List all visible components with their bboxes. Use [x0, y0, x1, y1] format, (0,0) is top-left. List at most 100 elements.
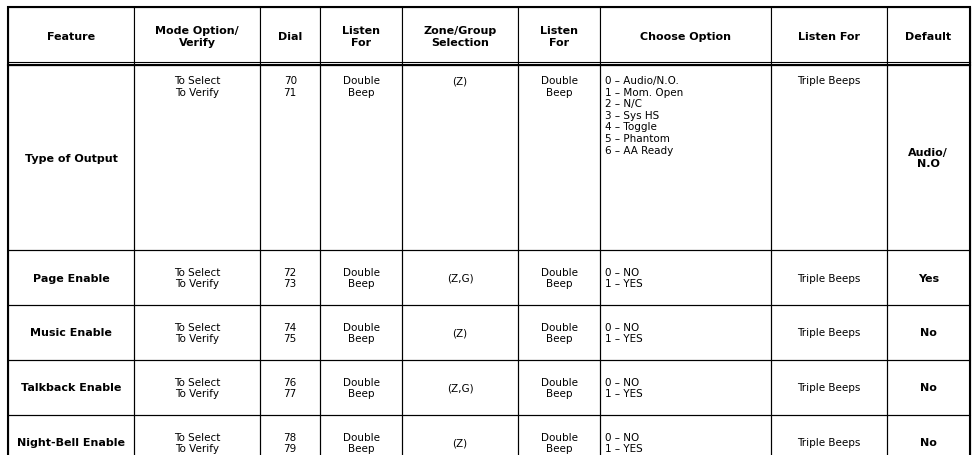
Bar	[134, 250, 260, 305]
Bar	[771, 66, 886, 250]
Bar	[771, 415, 886, 455]
Text: Listen For: Listen For	[797, 32, 859, 42]
Bar	[8, 415, 134, 455]
Text: Triple Beeps: Triple Beeps	[796, 273, 860, 283]
Text: (Z): (Z)	[452, 76, 467, 86]
Bar	[600, 360, 771, 415]
Bar	[600, 8, 771, 66]
Text: Page Enable: Page Enable	[32, 273, 109, 283]
Text: Mode Option/
Verify: Mode Option/ Verify	[155, 26, 238, 48]
Text: To Select
To Verify: To Select To Verify	[174, 267, 220, 288]
Bar	[319, 360, 402, 415]
Bar	[518, 360, 600, 415]
Bar	[134, 415, 260, 455]
Text: Listen
For: Listen For	[342, 26, 380, 48]
Text: Type of Output: Type of Output	[24, 153, 117, 163]
Text: Dial: Dial	[277, 32, 302, 42]
Text: Triple Beeps: Triple Beeps	[796, 383, 860, 393]
Text: Double
Beep: Double Beep	[342, 432, 379, 453]
Text: 0 – NO
1 – YES: 0 – NO 1 – YES	[605, 322, 642, 344]
Bar	[771, 305, 886, 360]
Bar	[886, 305, 969, 360]
Text: Double
Beep: Double Beep	[540, 267, 577, 288]
Text: Double
Beep: Double Beep	[342, 76, 379, 97]
Bar	[518, 8, 600, 66]
Text: Feature: Feature	[47, 32, 95, 42]
Bar	[771, 8, 886, 66]
Text: Yes: Yes	[916, 273, 938, 283]
Text: Double
Beep: Double Beep	[540, 76, 577, 97]
Text: Audio/
N.O: Audio/ N.O	[908, 147, 948, 169]
Bar	[8, 8, 134, 66]
Text: To Select
To Verify: To Select To Verify	[174, 377, 220, 399]
Text: Double
Beep: Double Beep	[342, 322, 379, 344]
Bar	[319, 250, 402, 305]
Bar	[260, 8, 319, 66]
Bar	[402, 8, 518, 66]
Bar	[600, 66, 771, 250]
Text: Double
Beep: Double Beep	[342, 377, 379, 399]
Bar	[886, 360, 969, 415]
Bar	[886, 250, 969, 305]
Bar	[600, 305, 771, 360]
Text: Default: Default	[905, 32, 951, 42]
Bar	[771, 360, 886, 415]
Text: (Z): (Z)	[452, 328, 467, 338]
Text: Choose Option: Choose Option	[640, 32, 731, 42]
Bar	[260, 250, 319, 305]
Bar	[402, 250, 518, 305]
Bar	[134, 305, 260, 360]
Bar	[8, 250, 134, 305]
Text: Triple Beeps: Triple Beeps	[796, 328, 860, 338]
Bar	[402, 66, 518, 250]
Text: No: No	[919, 328, 936, 338]
Bar	[319, 305, 402, 360]
Text: To Select
To Verify: To Select To Verify	[174, 76, 220, 97]
Bar	[402, 360, 518, 415]
Bar	[886, 8, 969, 66]
Bar	[134, 66, 260, 250]
Bar	[260, 360, 319, 415]
Text: (Z): (Z)	[452, 438, 467, 448]
Text: Double
Beep: Double Beep	[540, 432, 577, 453]
Bar	[886, 415, 969, 455]
Bar	[600, 250, 771, 305]
Text: To Select
To Verify: To Select To Verify	[174, 322, 220, 344]
Text: To Select
To Verify: To Select To Verify	[174, 432, 220, 453]
Text: Triple Beeps: Triple Beeps	[796, 76, 860, 86]
Text: 0 – NO
1 – YES: 0 – NO 1 – YES	[605, 267, 642, 288]
Text: Double
Beep: Double Beep	[540, 322, 577, 344]
Text: 72
73: 72 73	[283, 267, 296, 288]
Text: Talkback Enable: Talkback Enable	[21, 383, 121, 393]
Bar	[402, 415, 518, 455]
Text: 74
75: 74 75	[283, 322, 296, 344]
Bar	[518, 415, 600, 455]
Text: 78
79: 78 79	[283, 432, 296, 453]
Bar	[518, 66, 600, 250]
Bar	[260, 66, 319, 250]
Text: No: No	[919, 438, 936, 448]
Text: 70
71: 70 71	[283, 76, 296, 97]
Text: Double
Beep: Double Beep	[540, 377, 577, 399]
Text: Zone/Group
Selection: Zone/Group Selection	[423, 26, 496, 48]
Bar	[600, 415, 771, 455]
Bar	[319, 8, 402, 66]
Text: No: No	[919, 383, 936, 393]
Bar	[886, 66, 969, 250]
Bar	[518, 305, 600, 360]
Bar	[8, 360, 134, 415]
Bar	[518, 250, 600, 305]
Bar	[771, 250, 886, 305]
Bar	[8, 66, 134, 250]
Text: Music Enable: Music Enable	[30, 328, 112, 338]
Text: 76
77: 76 77	[283, 377, 296, 399]
Bar	[260, 415, 319, 455]
Bar	[260, 305, 319, 360]
Text: 0 – NO
1 – YES: 0 – NO 1 – YES	[605, 432, 642, 453]
Text: (Z,G): (Z,G)	[446, 273, 473, 283]
Text: (Z,G): (Z,G)	[446, 383, 473, 393]
Bar	[8, 305, 134, 360]
Bar	[134, 360, 260, 415]
Bar	[319, 415, 402, 455]
Text: Triple Beeps: Triple Beeps	[796, 438, 860, 448]
